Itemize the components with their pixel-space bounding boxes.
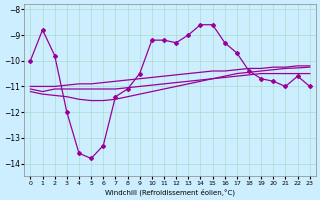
X-axis label: Windchill (Refroidissement éolien,°C): Windchill (Refroidissement éolien,°C) — [105, 188, 235, 196]
